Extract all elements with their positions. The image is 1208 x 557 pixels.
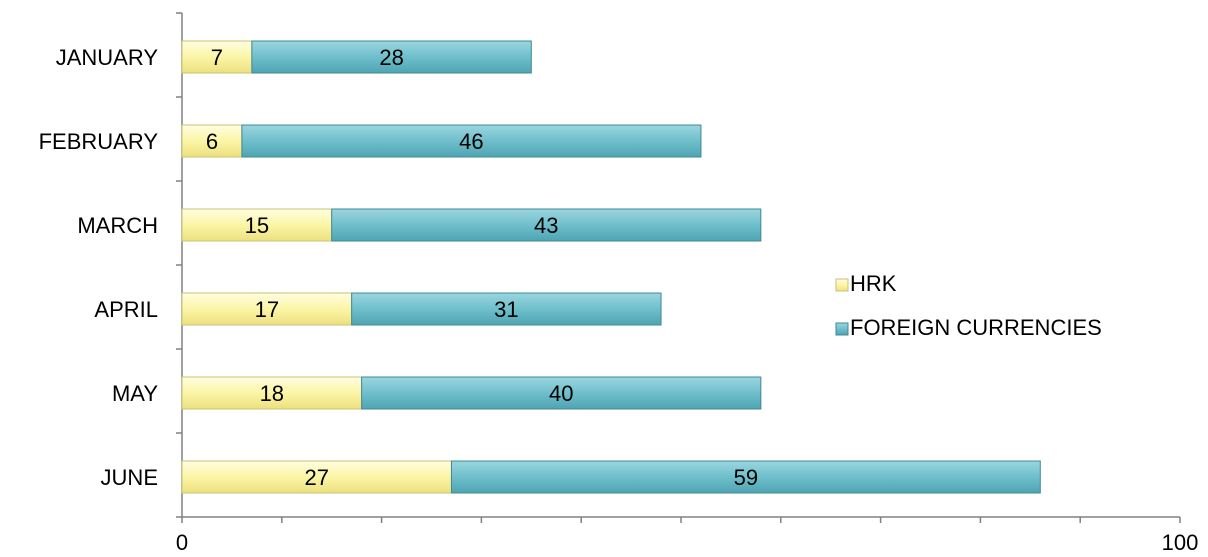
data-label-hrk: 7 bbox=[211, 45, 223, 70]
legend-label-foreign-currencies: FOREIGN CURRENCIES bbox=[850, 315, 1102, 340]
category-label: MARCH bbox=[77, 213, 158, 238]
legend-swatch-hrk bbox=[835, 278, 849, 292]
data-label-foreign-currencies: 31 bbox=[494, 297, 518, 322]
data-label-foreign-currencies: 40 bbox=[549, 381, 573, 406]
bar-foreign-currencies bbox=[450, 460, 1041, 494]
data-label-hrk: 15 bbox=[245, 213, 269, 238]
category-label: MAY bbox=[112, 381, 158, 406]
bar-foreign-currencies bbox=[241, 124, 702, 158]
axes: 0 100 bbox=[176, 12, 1199, 555]
bar-foreign-currencies bbox=[251, 40, 532, 74]
data-label-hrk: 17 bbox=[255, 297, 279, 322]
bar-hrk bbox=[181, 460, 452, 494]
x-tick-label: 100 bbox=[1162, 530, 1199, 555]
bar-hrk bbox=[181, 292, 353, 326]
data-label-foreign-currencies: 43 bbox=[534, 213, 558, 238]
x-tick-label: 0 bbox=[176, 530, 188, 555]
data-label-foreign-currencies: 46 bbox=[459, 129, 483, 154]
bar-foreign-currencies bbox=[361, 376, 762, 410]
data-label-hrk: 18 bbox=[260, 381, 284, 406]
legend-swatch-foreign-currencies bbox=[835, 322, 849, 336]
data-label-hrk: 6 bbox=[206, 129, 218, 154]
category-label: FEBRUARY bbox=[39, 129, 159, 154]
bars bbox=[181, 40, 1041, 494]
labels: JANUARY 7 28 FEBRUARY 6 46 MARCH 15 43 APRIL 17 31 M… bbox=[39, 45, 759, 490]
data-label-foreign-currencies: 28 bbox=[379, 45, 403, 70]
bar-hrk bbox=[181, 124, 243, 158]
legend: HRK FOREIGN CURRENCIES bbox=[835, 271, 1102, 340]
bar-hrk bbox=[181, 40, 253, 74]
bar-foreign-currencies bbox=[351, 292, 662, 326]
bar-hrk bbox=[181, 208, 333, 242]
bar-hrk bbox=[181, 376, 363, 410]
legend-label-hrk: HRK bbox=[850, 271, 897, 296]
bar-foreign-currencies bbox=[331, 208, 762, 242]
data-label-foreign-currencies: 59 bbox=[734, 465, 758, 490]
category-label: APRIL bbox=[94, 297, 158, 322]
category-label: JUNE bbox=[101, 465, 158, 490]
category-label: JANUARY bbox=[56, 45, 159, 70]
data-label-hrk: 27 bbox=[304, 465, 328, 490]
